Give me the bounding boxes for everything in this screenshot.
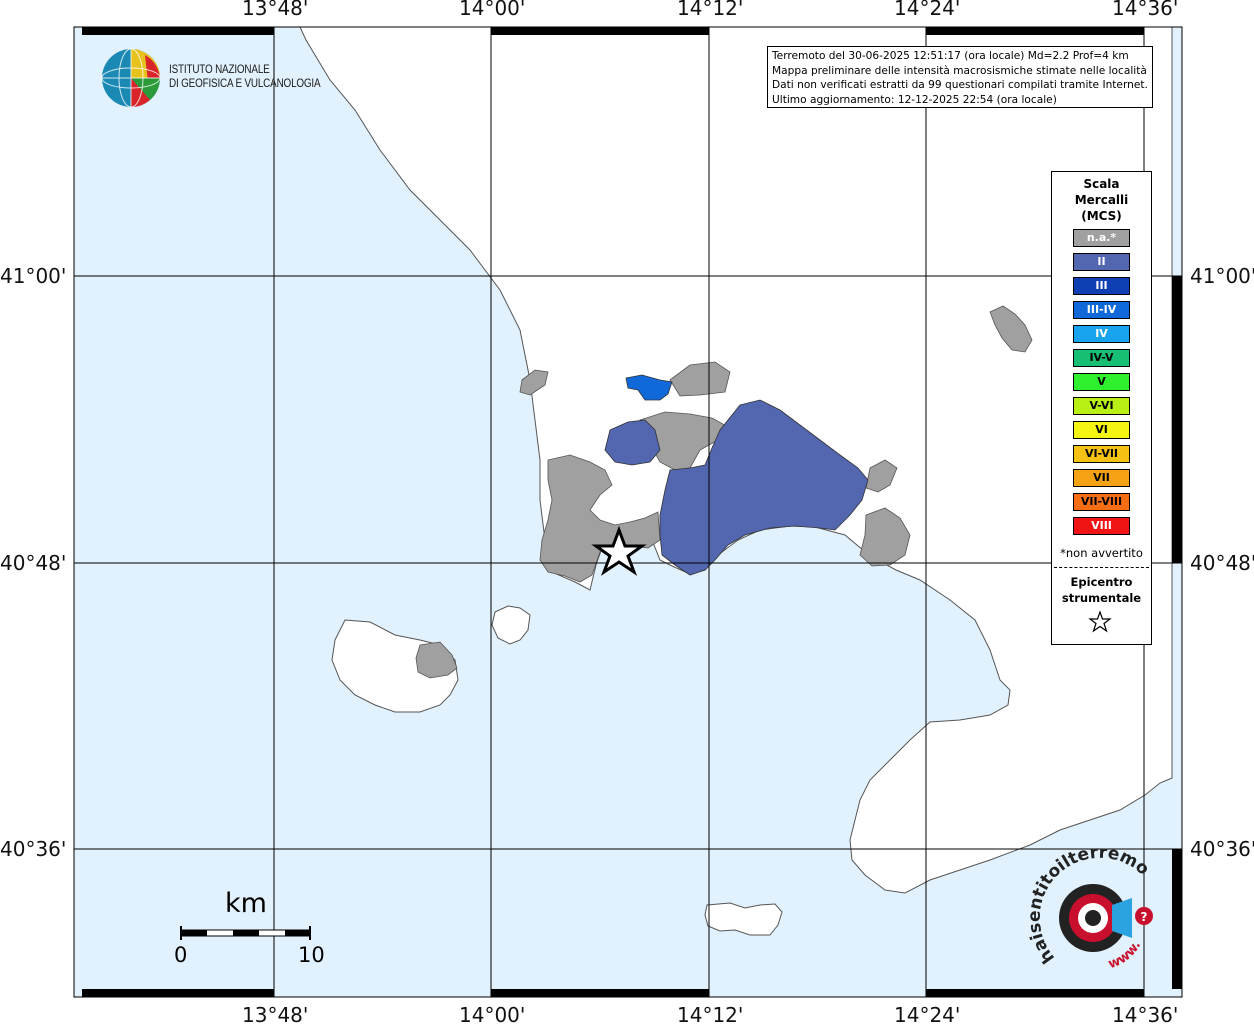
legend-item-1: II [1073, 253, 1130, 271]
legend-item-9: VI-VII [1073, 445, 1130, 463]
legend-item-12: VIII [1073, 517, 1130, 535]
legend-item-0: n.a.* [1073, 229, 1130, 247]
legend-star-icon [1088, 610, 1112, 633]
frame-checker-bottom [82, 989, 1144, 997]
top-label-5: 14°36' [1112, 0, 1179, 20]
capri-island [704, 902, 783, 936]
event-info-line-3: Dati non verificati estratti da 99 quest… [772, 79, 1148, 91]
legend-item-8: VI [1073, 421, 1130, 439]
legend-item-2: III [1073, 277, 1130, 295]
scale-end-label: 10 [298, 943, 325, 967]
bottom-label-4: 14°24' [894, 1003, 961, 1027]
gray-zone-west [539, 454, 661, 583]
legend-item-5: IV-V [1073, 349, 1130, 367]
legend-item-3: III-IV [1073, 301, 1130, 319]
legend-item-4: IV [1073, 325, 1130, 343]
scale-unit: km [225, 888, 267, 919]
intensity-ii-zone-west [604, 419, 661, 466]
legend-title-line-1: Scala [1083, 177, 1120, 191]
inland-lake [989, 305, 1033, 353]
bottom-label-5: 14°36' [1112, 1003, 1179, 1027]
intensity-ii-zone [659, 399, 869, 576]
ingv-logo-icon [101, 48, 161, 108]
legend-epicenter-label: Epicentro strumentale [1052, 574, 1151, 606]
bottom-label-2: 14°00' [459, 1003, 526, 1027]
epicenter-star[interactable] [591, 525, 647, 576]
legend-item-7: V-VI [1073, 397, 1130, 415]
frame-checker-top [82, 27, 1144, 35]
gray-zone-north [669, 361, 731, 397]
event-info-line-4: Ultimo aggiornamento: 12-12-2025 22:54 (… [772, 93, 1057, 106]
scale-bar [180, 926, 311, 940]
legend-epicenter-line-2: strumentale [1061, 591, 1142, 605]
hsi-watermark-www: www. [1106, 939, 1144, 973]
right-label-2: 40°48' [1190, 551, 1254, 575]
top-label-1: 13°48' [242, 0, 309, 20]
legend-item-6: V [1073, 373, 1130, 391]
intensity-legend: Scala Mercalli (MCS) n.a.* II III III-IV IV I… [1051, 171, 1152, 645]
svg-text:?: ? [1141, 910, 1148, 924]
left-label-3: 40°36' [0, 837, 67, 861]
right-label-1: 41°00' [1190, 264, 1254, 288]
hsi-logo-icon: ? [1059, 884, 1153, 952]
legend-title-line-3: (MCS) [1081, 209, 1122, 223]
gray-zone-coast-north [519, 369, 549, 396]
ischia-gray-zone [415, 641, 458, 679]
legend-title: Scala Mercalli (MCS) [1052, 176, 1151, 224]
hsi-watermark[interactable]: haisentitoilterremoto.it www. [1020, 848, 1180, 978]
bottom-label-1: 13°48' [242, 1003, 309, 1027]
scale-start-label: 0 [174, 943, 188, 967]
legend-item-11: VII-VIII [1073, 493, 1130, 511]
institute-line-1: ISTITUTO NAZIONALE [169, 64, 270, 76]
procida-island [491, 605, 531, 645]
right-label-3: 40°36' [1190, 837, 1254, 861]
frame-checker-left [74, 27, 82, 276]
institute-name: ISTITUTO NAZIONALE DI GEOFISICA E VULCAN… [169, 63, 321, 91]
event-info-box: Terremoto del 30-06-2025 12:51:17 (ora l… [767, 46, 1153, 108]
institute-line-2: DI GEOFISICA E VULCANOLOGIA [169, 78, 321, 90]
legend-epicenter-line-1: Epicentro [1070, 575, 1133, 589]
legend-separator [1054, 567, 1149, 568]
event-info-line-1: Terremoto del 30-06-2025 12:51:17 (ora l… [772, 50, 1129, 62]
top-label-2: 14°00' [459, 0, 526, 20]
gray-zone-east-2 [859, 507, 911, 567]
top-label-4: 14°24' [894, 0, 961, 20]
ischia-island [331, 619, 459, 713]
legend-title-line-2: Mercalli [1074, 193, 1129, 207]
intensity-iii-iv-zone [625, 374, 673, 401]
event-info-line-2: Mappa preliminare delle intensità macros… [772, 64, 1147, 77]
top-label-3: 14°12' [677, 0, 744, 20]
legend-not-felt-note: *non avvertito [1060, 546, 1143, 560]
left-label-1: 41°00' [0, 264, 67, 288]
bottom-label-3: 14°12' [677, 1003, 744, 1027]
left-label-2: 40°48' [0, 551, 67, 575]
legend-item-10: VII [1073, 469, 1130, 487]
frame-checker-right [1172, 276, 1182, 989]
